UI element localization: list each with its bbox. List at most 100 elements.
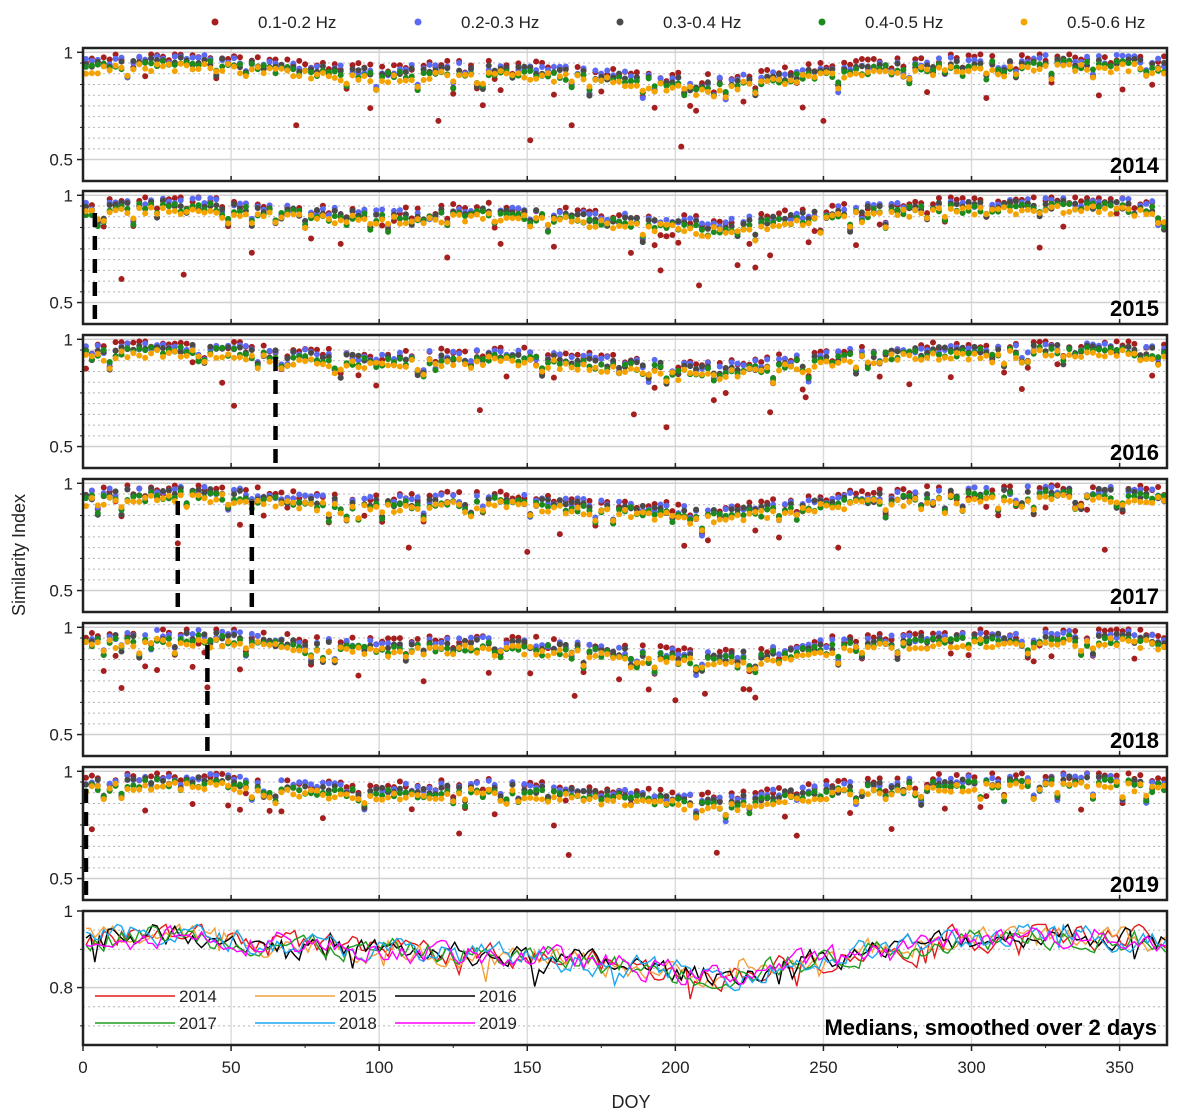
data-point — [770, 375, 777, 382]
data-point — [971, 65, 978, 72]
data-point — [361, 364, 368, 371]
data-point — [1125, 631, 1132, 638]
data-point — [912, 61, 919, 68]
data-point — [426, 61, 433, 68]
data-point — [456, 350, 463, 357]
data-point — [467, 640, 474, 647]
data-point — [319, 63, 326, 70]
data-point — [1107, 640, 1114, 647]
data-point — [1125, 486, 1132, 493]
data-point — [1089, 650, 1096, 657]
data-point — [959, 643, 966, 650]
data-point — [550, 91, 557, 98]
data-point — [1001, 204, 1008, 211]
data-point — [562, 652, 569, 659]
data-point — [408, 218, 415, 225]
data-point — [841, 213, 848, 220]
data-point — [616, 498, 623, 505]
data-point — [900, 211, 907, 218]
data-point — [1131, 493, 1138, 500]
data-point — [432, 644, 439, 651]
data-point — [515, 351, 522, 358]
data-point — [1084, 506, 1091, 513]
data-point — [343, 362, 350, 369]
data-point — [965, 645, 972, 652]
data-point — [627, 664, 634, 671]
data-point — [681, 92, 688, 99]
data-point — [325, 73, 332, 80]
data-point — [219, 484, 226, 491]
data-point — [953, 644, 960, 651]
data-point — [236, 629, 243, 636]
data-point — [1042, 201, 1049, 208]
data-point — [444, 57, 451, 64]
data-point — [165, 492, 172, 499]
data-point — [82, 495, 89, 502]
data-point — [331, 61, 338, 68]
data-point — [734, 662, 741, 669]
data-point — [236, 487, 243, 494]
data-point — [959, 350, 966, 357]
data-point — [165, 203, 172, 210]
data-point — [473, 505, 480, 512]
data-point — [1066, 627, 1073, 634]
data-point — [847, 71, 854, 78]
data-point — [148, 773, 155, 780]
data-point — [906, 203, 913, 210]
data-point — [402, 215, 409, 222]
data-point — [367, 105, 374, 112]
data-point — [373, 359, 380, 366]
data-point — [627, 219, 634, 226]
data-point — [1054, 341, 1061, 348]
data-point — [1149, 81, 1156, 88]
data-point — [781, 501, 788, 508]
data-point — [1095, 346, 1102, 353]
data-point — [1084, 200, 1091, 207]
data-point — [1078, 61, 1085, 68]
data-point — [231, 339, 238, 346]
data-point — [1125, 68, 1132, 75]
data-point — [758, 513, 765, 520]
data-point — [171, 53, 178, 60]
data-point — [758, 210, 765, 217]
data-point — [444, 499, 451, 506]
data-point — [787, 220, 794, 227]
data-point — [106, 485, 113, 492]
data-point — [207, 343, 214, 350]
data-point — [183, 629, 190, 636]
data-point — [544, 652, 551, 659]
data-point — [1072, 194, 1079, 201]
data-point — [402, 77, 409, 84]
data-point — [876, 486, 883, 493]
data-point — [592, 223, 599, 230]
data-point — [781, 80, 788, 87]
data-point — [171, 195, 178, 202]
data-point — [1119, 347, 1126, 354]
data-point — [734, 228, 741, 235]
data-point — [1007, 58, 1014, 65]
data-point — [811, 227, 818, 234]
data-point — [515, 497, 522, 504]
data-point — [165, 641, 172, 648]
data-point — [888, 351, 895, 358]
data-point — [118, 58, 125, 65]
data-point — [272, 641, 279, 648]
data-point — [823, 69, 830, 76]
data-point — [290, 66, 297, 73]
data-point — [556, 351, 563, 358]
data-point — [1113, 338, 1120, 345]
data-point — [977, 630, 984, 637]
data-point — [651, 368, 658, 375]
data-point — [550, 504, 557, 511]
data-point — [687, 516, 694, 523]
data-point — [260, 342, 267, 349]
data-point — [503, 373, 510, 380]
data-point — [574, 211, 581, 218]
data-point — [331, 74, 338, 81]
data-point — [1095, 642, 1102, 649]
data-point — [710, 510, 717, 517]
data-point — [622, 655, 628, 662]
data-point — [853, 209, 860, 216]
data-point — [248, 66, 255, 73]
data-point — [1101, 496, 1108, 503]
